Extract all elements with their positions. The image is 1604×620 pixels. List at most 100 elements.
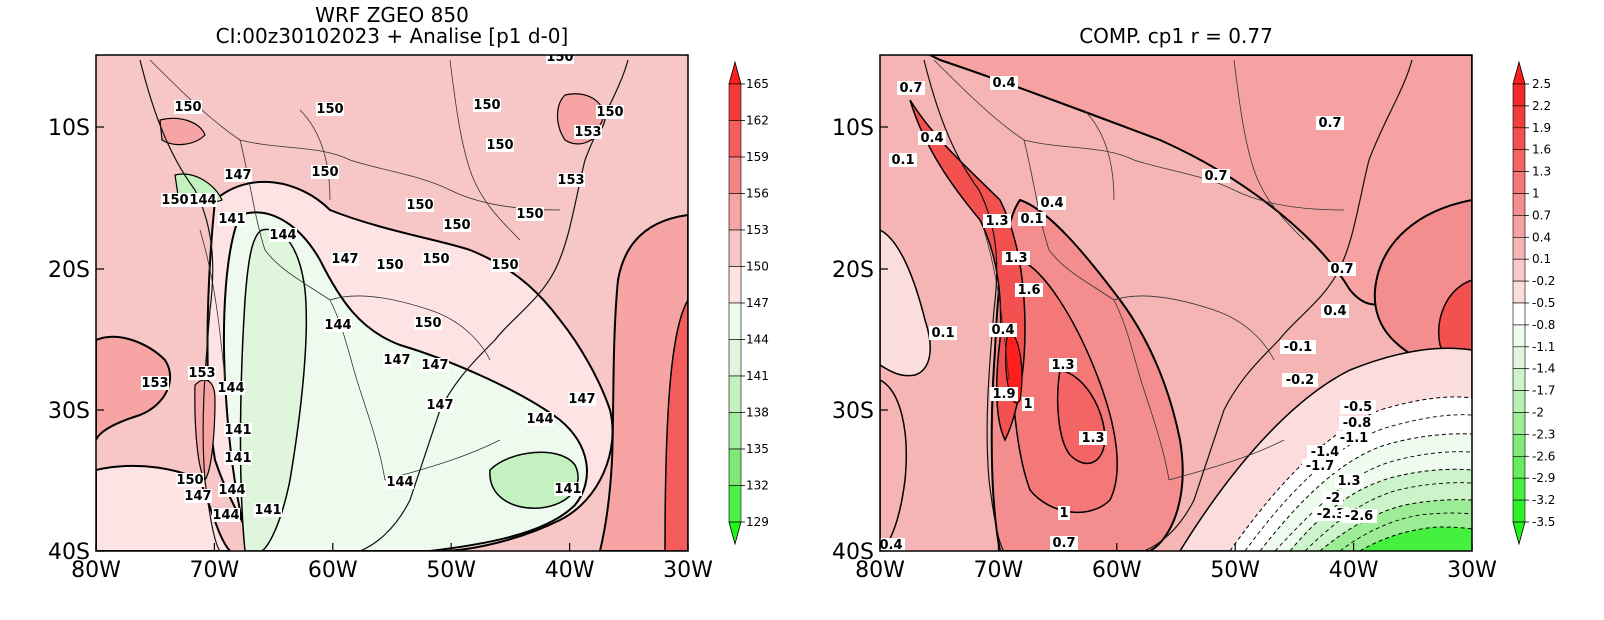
contour-label: 144	[212, 508, 239, 523]
contour-label-bg	[990, 387, 1018, 401]
colorbar-swatch	[1512, 149, 1526, 172]
colorbar-label: -1.1	[1532, 340, 1555, 354]
left-nw-153-cell	[159, 117, 206, 146]
contour-label-bg	[1022, 397, 1034, 411]
contour-label: 0.4	[991, 323, 1014, 338]
contour-label-bg	[1282, 373, 1318, 387]
contour-label-bg	[880, 538, 905, 551]
contour-label-bg	[557, 173, 585, 187]
contour-label-bg	[889, 153, 917, 167]
contour-label-bg	[491, 258, 519, 272]
colorbar-label: -2.9	[1532, 471, 1555, 485]
colorbar-label: -0.5	[1532, 296, 1555, 310]
contour-label-bg	[1058, 506, 1070, 520]
colorbar-swatch	[1512, 258, 1526, 282]
colorbar-swatch	[1512, 455, 1526, 479]
x-tick-label: 70W	[190, 558, 240, 583]
left-pacific-high	[96, 335, 171, 441]
contour-label: 150	[473, 98, 500, 113]
colorbar-bottom-arrow	[1512, 521, 1526, 546]
contour-label-bg	[212, 508, 240, 522]
right-negative-29	[1359, 526, 1472, 551]
colorbar-label: -3.5	[1532, 515, 1555, 529]
contour-label-bg	[983, 214, 1011, 228]
contour-label-bg	[386, 475, 414, 489]
contour-label: 0.1	[931, 326, 954, 341]
colorbar-swatch	[1512, 105, 1526, 129]
right-x-axis: 80W 70W 60W 50W 40W 30W	[855, 543, 1497, 583]
contour-label-bg	[421, 358, 449, 372]
contour-label: 153	[188, 366, 215, 381]
colorbar-label: 1.6	[1532, 143, 1551, 157]
contour-label: 150	[486, 138, 513, 153]
contour-label-bg	[1323, 491, 1343, 505]
colorbar-swatch	[1512, 368, 1526, 391]
x-tick-label: 60W	[1092, 558, 1142, 583]
left-map-panel: WRF ZGEO 850 CI:00z30102023 + Analise [p…	[48, 3, 769, 583]
colorbar-swatch	[1512, 302, 1526, 326]
contour-label: -1.4	[1311, 445, 1339, 460]
contour-label-bg	[1321, 304, 1349, 318]
colorbar-swatch	[1512, 324, 1526, 348]
colorbar-label: 0.7	[1532, 208, 1551, 222]
right-colorbar: 2.5 2.2 1.9 1.6 1.3 1 0.7 0.4 0.1 -0.2 -0.5 -0.8 -1.…	[1512, 60, 1555, 546]
contour-label-bg	[218, 483, 246, 497]
contour-label: 150	[311, 165, 338, 180]
contour-label: 150	[491, 258, 518, 273]
contour-label-bg	[176, 473, 204, 487]
contour-label: 0.1	[891, 153, 914, 168]
contour-label: 150	[176, 473, 203, 488]
contour-label: 0.7	[899, 81, 922, 96]
contour-label: -1.7	[1306, 459, 1334, 474]
x-tick-label: 30W	[663, 558, 713, 583]
contour-label: 1	[1059, 506, 1068, 521]
contour-label: 153	[141, 376, 168, 391]
contour-label-bg	[406, 198, 434, 212]
colorbar-bottom-arrow	[728, 521, 742, 546]
contour-label: 144	[218, 483, 245, 498]
colorbar-swatch	[1512, 215, 1526, 238]
contour-label-bg	[311, 165, 339, 179]
contour-label: 144	[386, 475, 413, 490]
contour-label: 150	[161, 193, 188, 208]
colorbar-swatch	[1512, 280, 1526, 304]
contour-label-bg	[990, 76, 1018, 90]
colorbar-swatch	[728, 229, 742, 267]
contour-label: 147	[224, 168, 251, 183]
contour-label-bg	[218, 212, 246, 226]
contour-label: 147	[383, 353, 410, 368]
colorbar-swatch	[1512, 477, 1526, 501]
contour-label-bg	[554, 482, 582, 496]
contour-label: 0.4	[1323, 304, 1346, 319]
contour-label-bg	[1002, 251, 1030, 265]
contour-label: 1.3	[1051, 358, 1074, 373]
y-tick-label: 30S	[48, 399, 90, 424]
contour-label: 0.7	[1318, 116, 1341, 131]
contour-label: 150	[316, 102, 343, 117]
contour-label-bg	[1341, 509, 1377, 523]
colorbar-label: -3.2	[1532, 493, 1555, 507]
contour-label-bg	[376, 258, 404, 272]
contour-label-bg	[426, 398, 454, 412]
colorbar-label: 135	[746, 442, 769, 456]
colorbar-swatch	[728, 412, 742, 450]
colorbar-label: 144	[746, 333, 769, 347]
x-tick-label: 40W	[545, 558, 595, 583]
contour-label-bg	[1339, 416, 1375, 430]
contour-label-bg	[1050, 536, 1078, 550]
contour-label: -1.1	[1340, 431, 1368, 446]
contour-label: 1.9	[992, 387, 1015, 402]
y-tick-label: 30S	[832, 399, 874, 424]
contour-label-bg	[574, 125, 602, 139]
contour-label-bg	[161, 193, 189, 207]
colorbar-label: -0.8	[1532, 318, 1555, 332]
right-map-field: 0.40.70.40.10.70.70.41.3 0.11.30.71.60.40…	[879, 55, 1472, 553]
left-title-line2: CI:00z30102023 + Analise [p1 d-0]	[216, 24, 569, 48]
colorbar-label: 162	[746, 114, 769, 128]
right-andes-19	[909, 99, 1026, 442]
colorbar-label: 156	[746, 187, 769, 201]
contour-label-bg	[269, 228, 297, 242]
contour-label-bg	[929, 326, 957, 340]
contour-label: 0.4	[879, 538, 902, 553]
colorbar-swatch	[1512, 193, 1526, 216]
